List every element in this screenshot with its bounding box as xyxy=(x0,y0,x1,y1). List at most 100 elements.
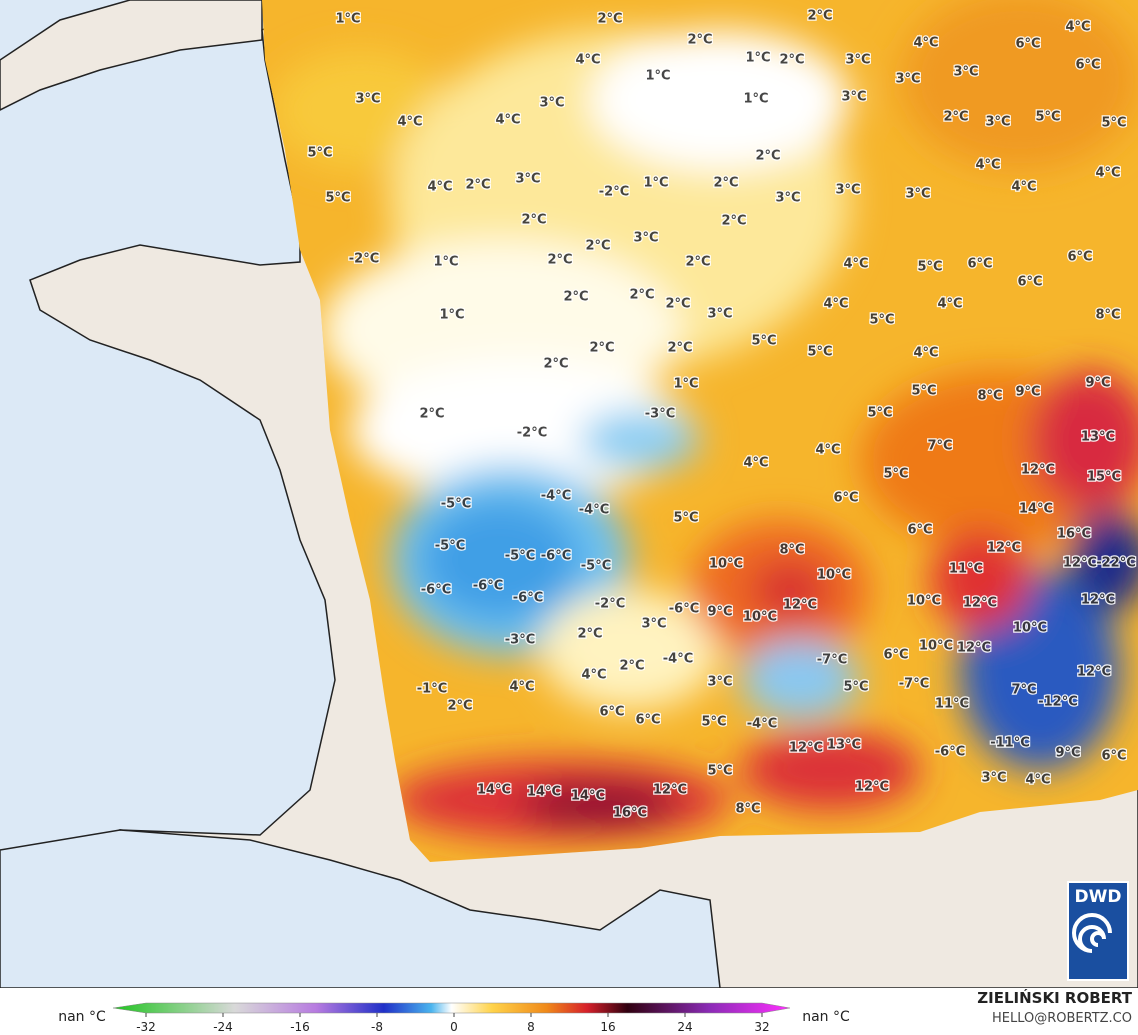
temp-label: 2°C xyxy=(419,407,444,422)
temp-label: 6°C xyxy=(833,491,858,506)
temp-label: 6°C xyxy=(1067,250,1092,265)
temp-label: 5°C xyxy=(1035,110,1060,125)
temp-label: 16°C xyxy=(613,806,647,821)
temp-label: 2°C xyxy=(943,110,968,125)
temp-label: 6°C xyxy=(907,523,932,538)
temp-label: 12°C xyxy=(987,541,1021,556)
temp-label: 12°C xyxy=(653,783,687,798)
temp-label: 2°C xyxy=(619,659,644,674)
temp-label: -2°C xyxy=(599,185,629,200)
colorbar-tick-label: -16 xyxy=(290,1020,310,1034)
temp-label: 4°C xyxy=(743,456,768,471)
temp-label: 6°C xyxy=(1017,275,1042,290)
temp-label: 12°C xyxy=(963,596,997,611)
temp-label: 9°C xyxy=(1085,376,1110,391)
temp-label: 4°C xyxy=(509,680,534,695)
temp-label: 2°C xyxy=(577,627,602,642)
author: ZIELIŃSKI ROBERT xyxy=(977,988,1132,1007)
temp-label: 5°C xyxy=(751,334,776,349)
temp-label: 4°C xyxy=(575,53,600,68)
temp-label: 3°C xyxy=(985,115,1010,130)
temp-label: 3°C xyxy=(845,53,870,68)
temp-label: 3°C xyxy=(841,90,866,105)
temp-label: 4°C xyxy=(975,158,1000,173)
temp-label: 3°C xyxy=(355,92,380,107)
temp-label: 1°C xyxy=(433,255,458,270)
logo-text: DWD xyxy=(1075,887,1122,907)
temp-label: 5°C xyxy=(883,467,908,482)
temp-label: 12°C xyxy=(789,741,823,756)
temp-label: -2°C xyxy=(349,252,379,267)
temp-label: 2°C xyxy=(667,341,692,356)
colorbar-tick-label: 16 xyxy=(600,1020,615,1034)
temp-label: 6°C xyxy=(1015,37,1040,52)
temp-label: 8°C xyxy=(735,802,760,817)
temp-label: 5°C xyxy=(325,191,350,206)
temp-label: 1°C xyxy=(673,377,698,392)
temp-label: 9°C xyxy=(1055,746,1080,761)
temp-label: 3°C xyxy=(775,191,800,206)
colorbar-tick-label: -32 xyxy=(136,1020,156,1034)
temp-label: 4°C xyxy=(427,180,452,195)
temp-label: -1°C xyxy=(417,682,447,697)
temp-label: -6°C xyxy=(669,602,699,617)
temp-label: -5°C xyxy=(441,497,471,512)
temp-label: -11°C xyxy=(990,736,1030,751)
temp-label: 4°C xyxy=(397,115,422,130)
temp-label: -6°C xyxy=(473,579,503,594)
temp-label: 8°C xyxy=(977,389,1002,404)
temp-label: 2°C xyxy=(687,33,712,48)
temp-label: 1°C xyxy=(745,51,770,66)
colorbar-max-label: nan °C xyxy=(802,1009,850,1025)
temp-label: -6°C xyxy=(935,745,965,760)
temp-label: 3°C xyxy=(539,96,564,111)
temp-label: -7°C xyxy=(817,653,847,668)
temp-label: 2°C xyxy=(685,255,710,270)
temp-label: 2°C xyxy=(597,12,622,27)
temp-label: 6°C xyxy=(1101,749,1126,764)
temp-label: -12°C xyxy=(1038,695,1078,710)
temp-label: -4°C xyxy=(579,503,609,518)
colorbar-tick-label: -8 xyxy=(371,1020,383,1034)
temp-label: 3°C xyxy=(953,65,978,80)
temp-label: 1°C xyxy=(645,69,670,84)
dwd-logo: DWD xyxy=(1067,881,1129,981)
temp-label: -2°C xyxy=(595,597,625,612)
temp-label: 2°C xyxy=(585,239,610,254)
temperature-field xyxy=(262,0,1138,862)
temp-label: 2°C xyxy=(465,178,490,193)
temp-label: -3°C xyxy=(505,633,535,648)
temp-label: 10°C xyxy=(817,568,851,583)
temp-label: 6°C xyxy=(599,705,624,720)
temp-label: 9°C xyxy=(707,605,732,620)
colorbar xyxy=(112,1002,791,1014)
temp-label: 5°C xyxy=(707,764,732,779)
temp-label: 3°C xyxy=(981,771,1006,786)
colorbar-min-label: nan °C xyxy=(58,1009,106,1025)
temp-label: 4°C xyxy=(843,257,868,272)
temp-label: 3°C xyxy=(707,307,732,322)
temp-label: 2°C xyxy=(721,214,746,229)
temp-label: 13°C xyxy=(1081,430,1115,445)
temp-label: 3°C xyxy=(895,72,920,87)
temp-label: -6°C xyxy=(513,591,543,606)
temp-label: 12°C xyxy=(1077,665,1111,680)
temp-label: 12°C xyxy=(957,641,991,656)
temp-label: 1°C xyxy=(439,308,464,323)
temp-label: 4°C xyxy=(1025,773,1050,788)
temp-label: 7°C xyxy=(927,439,952,454)
temp-label: 5°C xyxy=(911,384,936,399)
temp-label: 12°C xyxy=(1021,463,1055,478)
temp-label: 1°C xyxy=(335,12,360,27)
temp-label: 5°C xyxy=(843,680,868,695)
temp-label: 13°C xyxy=(827,738,861,753)
temp-label: 2°C xyxy=(665,297,690,312)
temp-label: 2°C xyxy=(521,213,546,228)
colorbar-tick-label: 8 xyxy=(527,1020,535,1034)
temp-label: -6°C xyxy=(541,549,571,564)
temp-label: 2°C xyxy=(713,176,738,191)
temp-label: 3°C xyxy=(835,183,860,198)
temp-label: 4°C xyxy=(937,297,962,312)
temp-label: 2°C xyxy=(779,53,804,68)
